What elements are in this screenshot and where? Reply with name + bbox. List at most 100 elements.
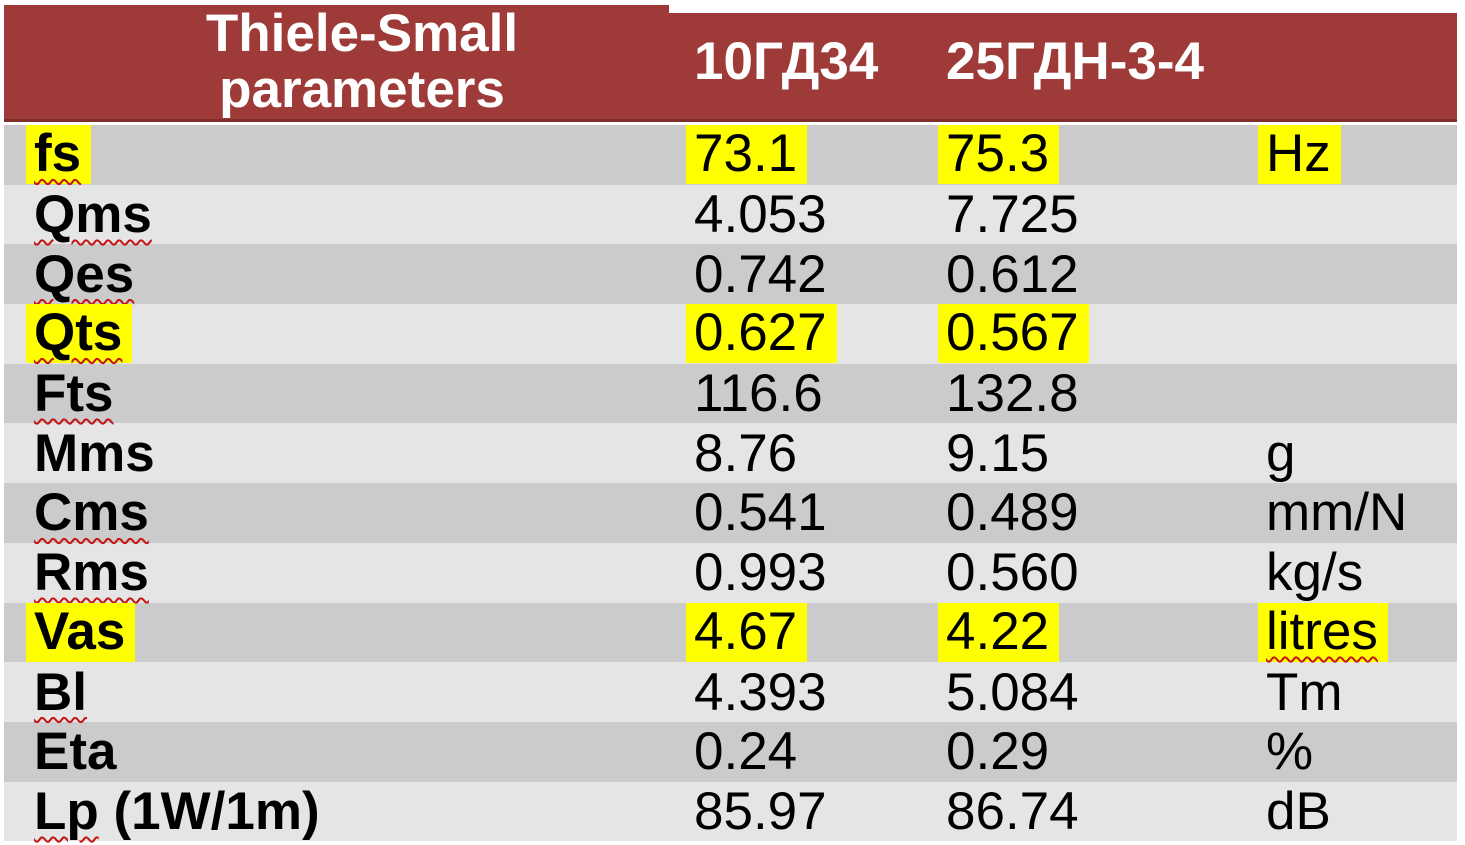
value-speaker-1: 0.993 — [694, 543, 827, 603]
param-label: Cms — [34, 483, 149, 543]
param-label-cell: Bl — [34, 666, 690, 719]
value-speaker-1: 85.97 — [694, 781, 827, 841]
value-speaker-1: 4.67 — [686, 602, 808, 662]
param-label-cell: Lp (1W/1m) — [34, 785, 690, 838]
param-label-cell: Vas — [26, 602, 690, 662]
param-label-cell: Qes — [34, 248, 690, 301]
param-label: Qes — [34, 244, 135, 304]
unit-label: kg/s — [1266, 543, 1364, 603]
value-speaker-1: 73.1 — [686, 125, 808, 185]
value-speaker-1: 0.627 — [686, 304, 837, 364]
param-label-cell: Cms — [34, 486, 690, 539]
value-speaker-2: 4.22 — [938, 602, 1060, 662]
param-label: fs — [26, 125, 92, 185]
table-row: Lp (1W/1m) 85.97 86.74 dB — [4, 781, 1457, 842]
value-speaker-1: 4.393 — [694, 662, 827, 722]
unit-cell: mm/N — [1262, 486, 1457, 539]
value-speaker-2: 86.74 — [946, 781, 1079, 841]
unit-label: dB — [1266, 781, 1331, 841]
value-speaker-2: 7.725 — [946, 185, 1079, 245]
table-title-line2: parameters — [219, 60, 505, 119]
param-label: Fts — [34, 364, 114, 424]
table-row: Qms 4.053 7.725 — [4, 184, 1457, 245]
column-header-units — [1262, 5, 1457, 119]
value-speaker-1: 4.053 — [694, 185, 827, 245]
table-body: fs 73.1 75.3 Hz Qms 4.053 7.725 Qes 0.74… — [4, 125, 1457, 842]
value-cell-speaker-2: 0.560 — [942, 546, 1262, 599]
unit-cell: % — [1262, 725, 1457, 778]
unit-cell: Tm — [1262, 666, 1457, 719]
value-cell-speaker-1: 8.76 — [690, 427, 942, 480]
table-title: Thiele-Small parameters — [34, 5, 690, 119]
value-cell-speaker-2: 75.3 — [938, 125, 1262, 185]
value-cell-speaker-2: 0.489 — [942, 486, 1262, 539]
value-speaker-1: 0.742 — [694, 244, 827, 304]
table-title-line1: Thiele-Small — [205, 3, 519, 63]
value-cell-speaker-1: 0.24 — [690, 725, 942, 778]
value-cell-speaker-1: 0.541 — [690, 486, 942, 539]
value-cell-speaker-1: 0.627 — [686, 304, 942, 364]
param-label-cell: Rms — [34, 546, 690, 599]
param-label: Bl — [34, 662, 87, 722]
value-speaker-2: 0.29 — [946, 722, 1050, 782]
table-row: Qes 0.742 0.612 — [4, 244, 1457, 305]
column-header-speaker-1: 10ГД34 — [694, 31, 879, 91]
value-cell-speaker-1: 73.1 — [686, 125, 942, 185]
table-row: Mms 8.76 9.15 g — [4, 423, 1457, 484]
param-label: Qms — [34, 185, 152, 245]
unit-label: % — [1266, 722, 1314, 782]
param-label: Vas — [26, 602, 136, 662]
param-label-suffix: (1W/1m) — [98, 781, 320, 841]
param-label: Mms — [34, 423, 155, 483]
value-cell-speaker-1: 116.6 — [690, 367, 942, 420]
param-label-cell: Qms — [34, 188, 690, 241]
value-speaker-1: 0.541 — [694, 483, 827, 543]
value-cell-speaker-2: 7.725 — [942, 188, 1262, 241]
value-cell-speaker-2: 5.084 — [942, 666, 1262, 719]
value-cell-speaker-2: 86.74 — [942, 785, 1262, 838]
value-speaker-2: 9.15 — [946, 423, 1050, 483]
value-speaker-2: 0.567 — [938, 304, 1089, 364]
unit-cell: Hz — [1258, 125, 1457, 185]
param-label-cell: fs — [26, 125, 690, 185]
param-label: Qts — [26, 304, 133, 364]
value-speaker-2: 0.560 — [946, 543, 1079, 603]
value-cell-speaker-2: 4.22 — [938, 602, 1262, 662]
unit-label: Hz — [1258, 125, 1341, 185]
value-cell-speaker-1: 0.993 — [690, 546, 942, 599]
value-cell-speaker-2: 0.567 — [938, 304, 1262, 364]
param-label-cell: Eta — [34, 725, 690, 778]
unit-cell: g — [1262, 427, 1457, 480]
unit-cell: dB — [1262, 785, 1457, 838]
value-speaker-2: 0.489 — [946, 483, 1079, 543]
value-speaker-2: 5.084 — [946, 662, 1079, 722]
value-cell-speaker-1: 4.67 — [686, 602, 942, 662]
value-speaker-2: 132.8 — [946, 364, 1079, 424]
value-speaker-1: 116.6 — [694, 364, 823, 424]
value-cell-speaker-1: 0.742 — [690, 248, 942, 301]
value-speaker-1: 8.76 — [694, 423, 798, 483]
table-row: fs 73.1 75.3 Hz — [4, 125, 1457, 185]
value-cell-speaker-1: 4.393 — [690, 666, 942, 719]
column-header-speaker-2: 25ГДН-3-4 — [946, 31, 1204, 91]
value-cell-speaker-2: 132.8 — [942, 367, 1262, 420]
unit-cell: kg/s — [1262, 546, 1457, 599]
unit-label: g — [1266, 423, 1296, 483]
param-label-cell: Qts — [26, 304, 690, 364]
unit-label: Tm — [1266, 662, 1343, 722]
unit-cell: litres — [1258, 602, 1457, 662]
table-row: Cms 0.541 0.489 mm/N — [4, 483, 1457, 543]
value-cell-speaker-1: 4.053 — [690, 188, 942, 241]
param-label: Rms — [34, 543, 149, 603]
value-speaker-2: 75.3 — [938, 125, 1060, 185]
value-cell-speaker-2: 9.15 — [942, 427, 1262, 480]
param-label: Lp — [34, 781, 99, 841]
value-cell-speaker-2: 0.612 — [942, 248, 1262, 301]
unit-label: mm/N — [1266, 483, 1408, 543]
param-label: Eta — [34, 722, 117, 782]
value-cell-speaker-1: 85.97 — [690, 785, 942, 838]
table-row: Qts 0.627 0.567 — [4, 304, 1457, 364]
table-row: Eta 0.24 0.29 % — [4, 721, 1457, 782]
param-label-cell: Fts — [34, 367, 690, 420]
